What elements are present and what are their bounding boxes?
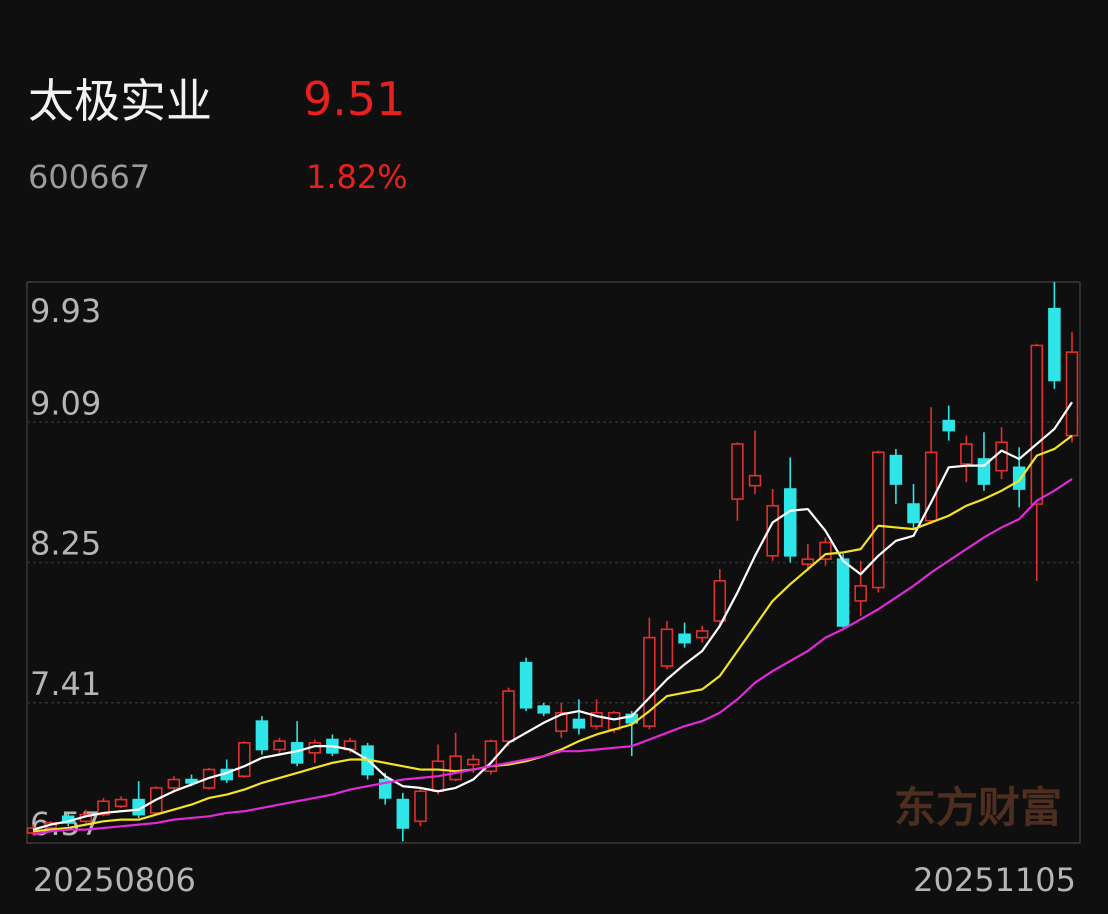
watermark: 东方财富 bbox=[894, 783, 1062, 832]
candle-body bbox=[537, 705, 550, 714]
candle-body bbox=[643, 636, 656, 727]
candle-body bbox=[660, 628, 674, 667]
candle-body bbox=[238, 742, 251, 778]
candle-body bbox=[713, 580, 727, 622]
candle-body bbox=[378, 778, 392, 799]
candle-body bbox=[167, 778, 181, 789]
candle-body bbox=[924, 451, 938, 522]
candle-body bbox=[731, 443, 744, 500]
candle-body bbox=[114, 798, 128, 808]
candle-body bbox=[519, 661, 533, 709]
candle-body bbox=[995, 441, 1008, 472]
candle-body bbox=[97, 800, 110, 816]
candle-body bbox=[819, 541, 832, 560]
stock-code: 600667 bbox=[28, 158, 150, 196]
moving-average-line bbox=[32, 478, 1073, 836]
candle-body bbox=[572, 718, 586, 729]
candle-body bbox=[396, 798, 410, 829]
candle-body bbox=[449, 755, 462, 781]
candle-body bbox=[942, 419, 955, 432]
candle-body bbox=[977, 458, 991, 485]
price-change: 1.82% bbox=[306, 158, 408, 196]
candle-body bbox=[466, 758, 480, 766]
candle-body bbox=[836, 558, 850, 627]
candle-body bbox=[1065, 351, 1079, 437]
candle-body bbox=[1012, 466, 1026, 490]
candle-body bbox=[748, 474, 762, 487]
y-tick-label: 9.09 bbox=[30, 384, 101, 422]
candle-body bbox=[255, 720, 269, 751]
y-tick-label: 8.25 bbox=[30, 525, 101, 563]
candle-body bbox=[607, 711, 621, 731]
candle-body bbox=[678, 633, 691, 644]
candle-body bbox=[960, 443, 973, 465]
x-tick-label: 20251105 bbox=[913, 861, 1076, 899]
candle-body bbox=[1048, 307, 1061, 382]
moving-average-line bbox=[32, 401, 1073, 831]
candle-body bbox=[590, 711, 603, 727]
candle-body bbox=[185, 778, 198, 784]
candle-body bbox=[889, 454, 903, 485]
candle-body bbox=[273, 740, 286, 751]
candle-body bbox=[907, 503, 920, 524]
stock-name: 太极实业 bbox=[28, 74, 212, 128]
y-tick-label: 9.93 bbox=[30, 292, 101, 330]
candle-body bbox=[625, 713, 639, 724]
candle-body bbox=[783, 488, 797, 557]
candle-body bbox=[872, 451, 885, 589]
candle-body bbox=[414, 790, 427, 823]
y-tick-label: 7.41 bbox=[30, 665, 101, 703]
candle-body bbox=[695, 630, 709, 639]
candle-body bbox=[854, 585, 867, 602]
candle-body bbox=[1030, 344, 1044, 505]
candle-body bbox=[555, 711, 568, 732]
x-tick-label: 20250806 bbox=[33, 861, 196, 899]
stock-price: 9.51 bbox=[303, 72, 405, 126]
candle-body bbox=[502, 690, 515, 742]
candle-body bbox=[801, 558, 815, 565]
